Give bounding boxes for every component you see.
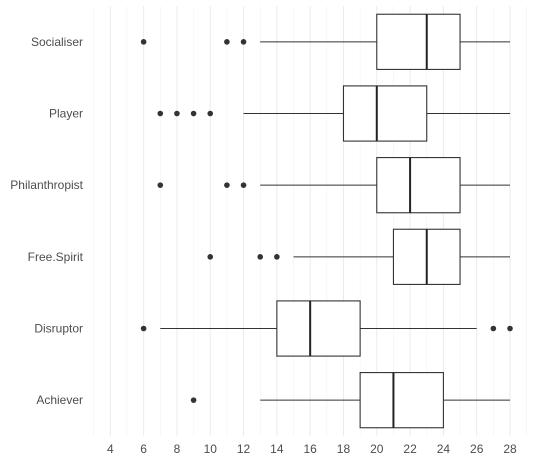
x-tick-label: 8 [174,442,181,456]
box-disruptor [140,300,513,357]
category-label: Disruptor [34,322,83,336]
outlier-point [207,254,214,260]
box-free-spirit [207,228,511,285]
category-labels: Socialiser Player Philanthropist Free.Spiri… [10,35,83,407]
x-tick-label: 6 [140,442,147,456]
outlier-point [207,110,214,117]
outlier-point [240,182,247,188]
outlier-point [174,110,180,117]
x-axis-ticks: 4 6 8 10 12 14 16 18 20 22 24 26 28 [107,442,517,456]
outlier-point [507,325,513,332]
x-tick-label: 24 [437,442,451,456]
boxes [140,13,513,429]
outlier-point [157,110,164,117]
x-tick-label: 18 [337,442,351,456]
category-label: Player [49,107,83,121]
box-socialiser [140,13,511,70]
outlier-point [240,39,247,45]
box-player [157,85,511,142]
box-iqr [376,13,461,70]
x-tick-label: 16 [303,442,317,456]
outlier-point [490,325,497,332]
outlier-point [190,397,197,403]
outlier-point [140,325,147,332]
x-tick-label: 14 [270,442,284,456]
box-iqr [376,157,461,214]
box-iqr [342,85,428,142]
outlier-point [257,254,264,260]
box-philanthropist [157,157,511,214]
outlier-point [224,39,230,45]
x-tick-label: 20 [370,442,384,456]
outlier-point [157,182,164,188]
x-tick-label: 28 [503,442,517,456]
outlier-point [274,254,280,260]
outlier-point [140,39,147,45]
outlier-point [190,110,197,117]
x-tick-label: 26 [470,442,484,456]
box-iqr [276,300,361,357]
category-label: Achiever [36,393,83,407]
x-tick-label: 10 [204,442,218,456]
category-label: Free.Spirit [28,250,84,264]
x-tick-label: 4 [107,442,114,456]
box-iqr [359,372,444,429]
outlier-point [224,182,230,188]
category-label: Socialiser [31,35,83,49]
category-label: Philanthropist [10,178,83,192]
x-tick-label: 12 [237,442,251,456]
x-tick-label: 22 [403,442,417,456]
grid [93,6,527,436]
box-achiever [190,372,511,429]
